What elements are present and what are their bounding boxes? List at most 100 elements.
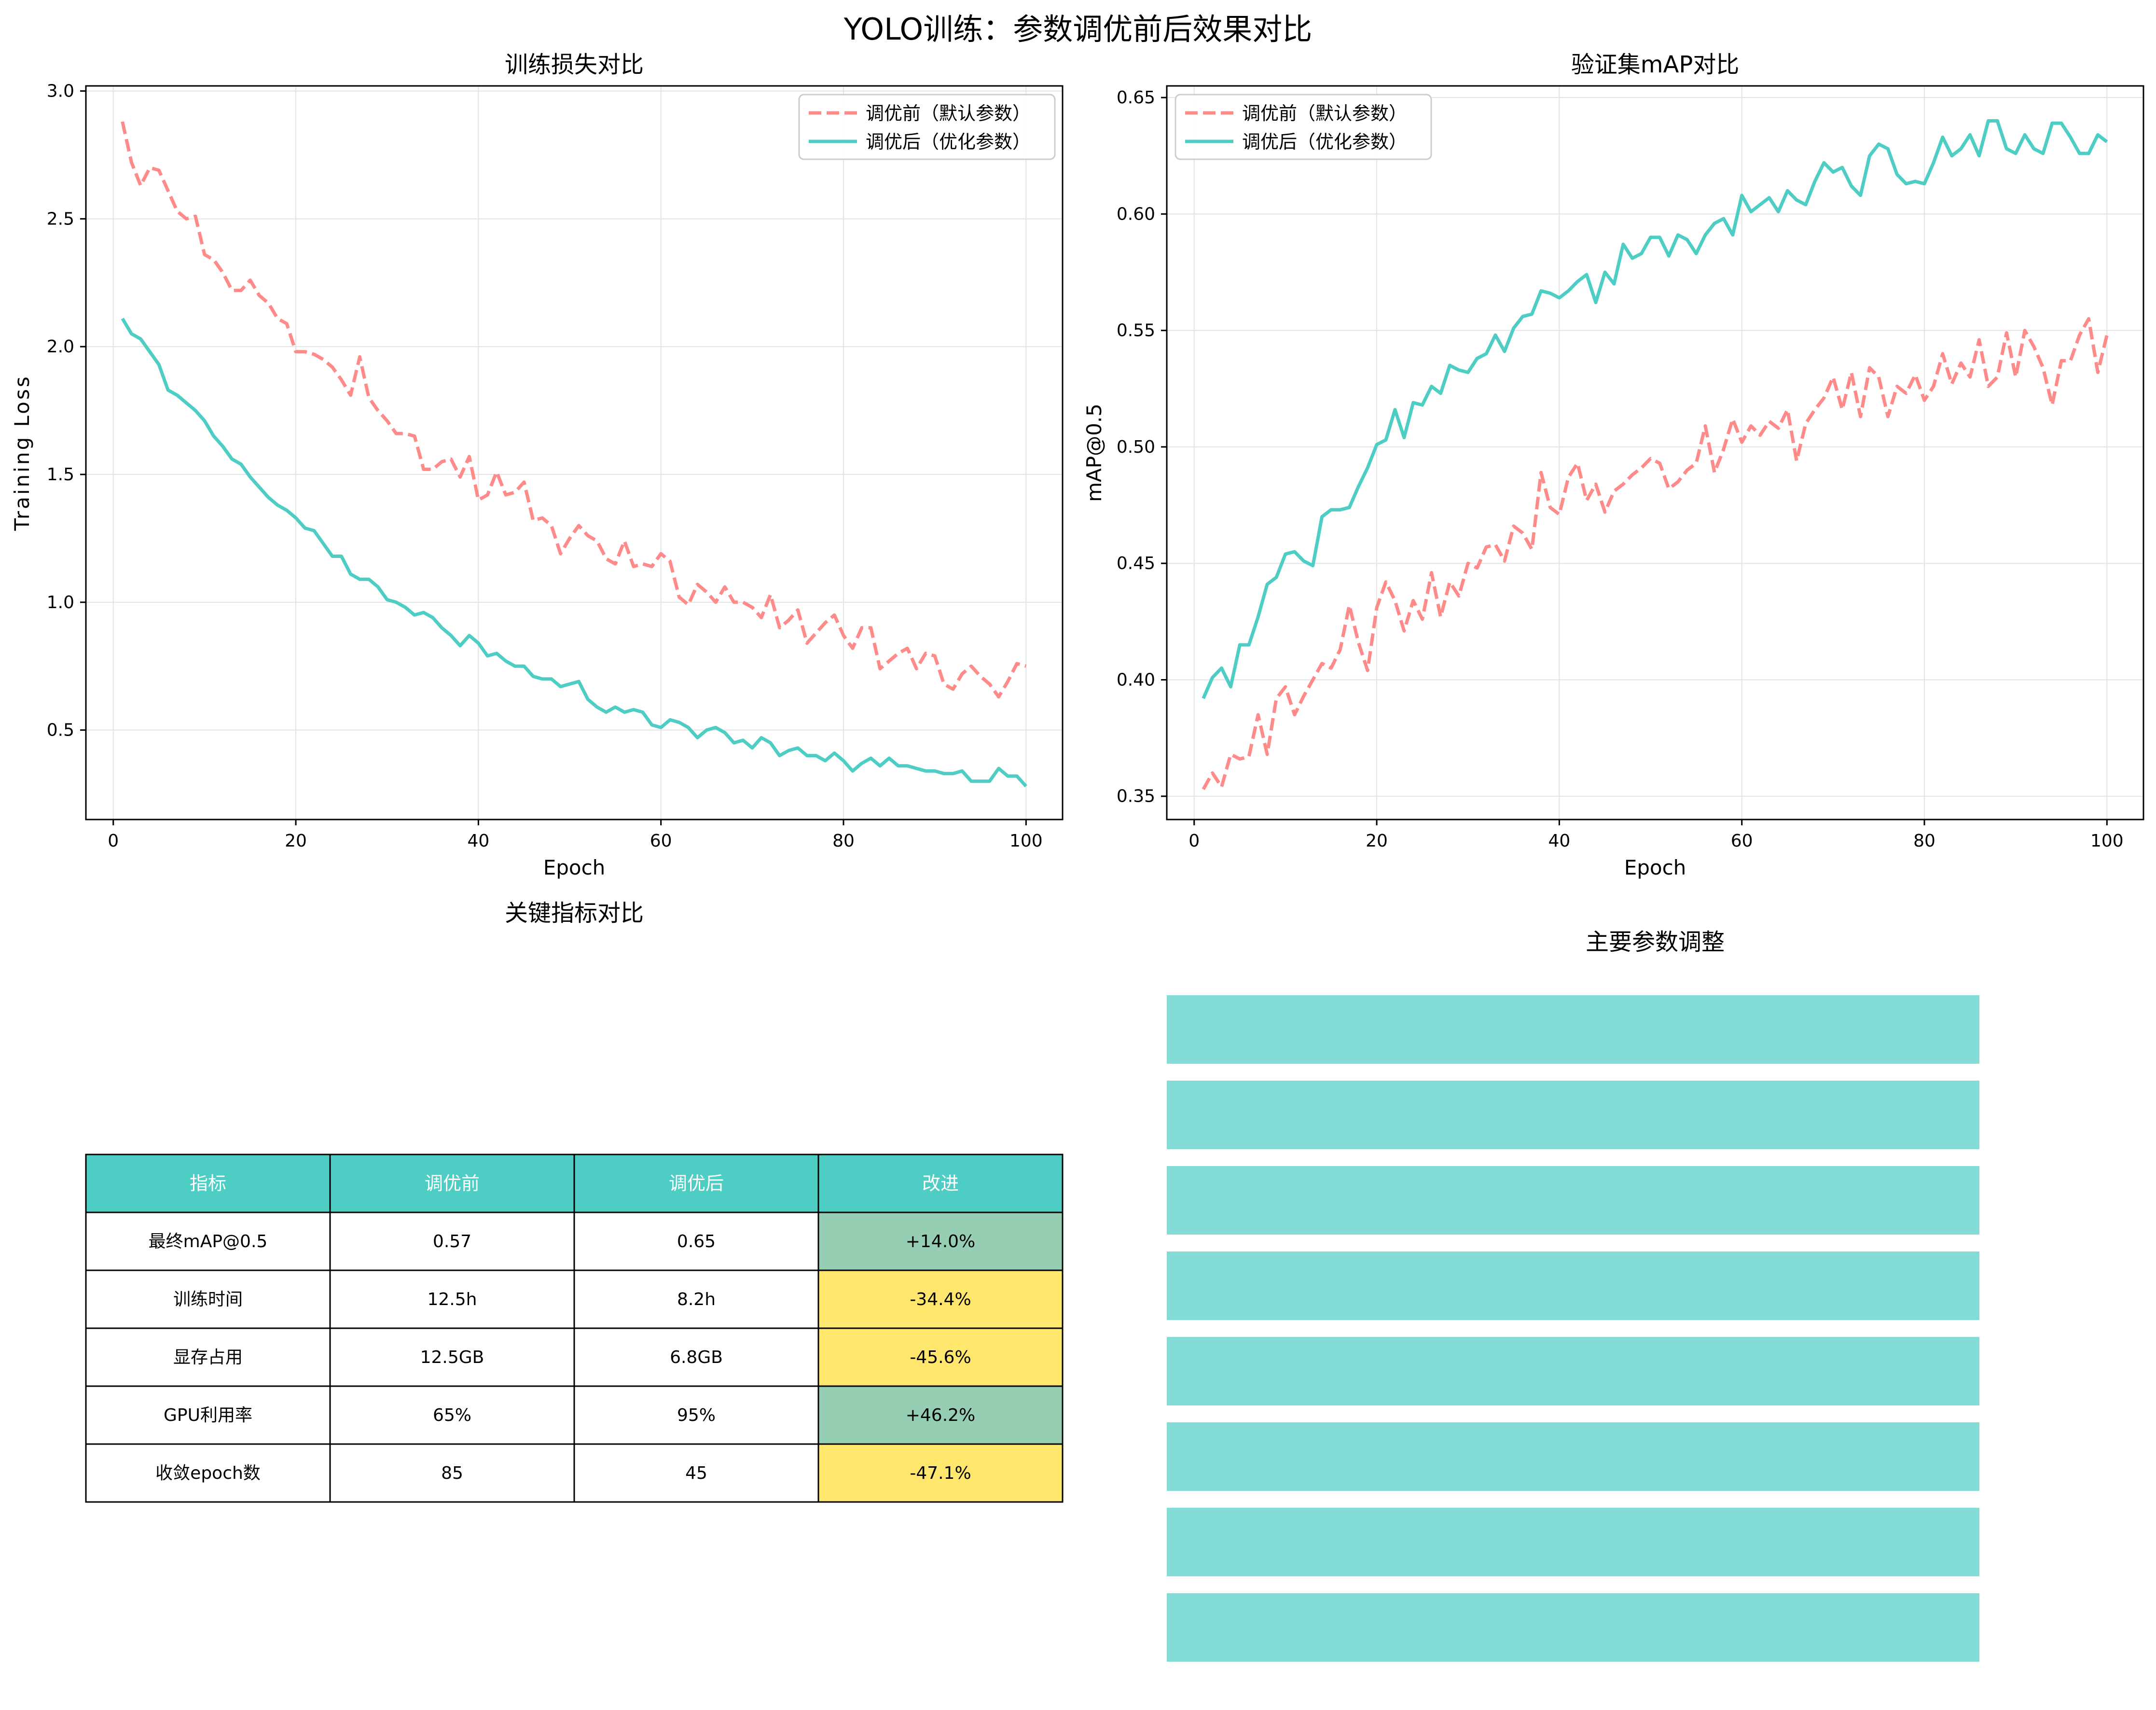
table-cell-value: 训练时间 (173, 1290, 243, 1309)
map-ytick-label: 0.45 (1117, 554, 1155, 573)
table-cell (85, 1443, 331, 1503)
loss-legend-frame (798, 94, 1056, 160)
loss-xtick-label: 100 (1009, 831, 1043, 851)
map-xtick-label: 40 (1548, 831, 1570, 851)
table-cell-value: 显存占用 (173, 1348, 243, 1367)
table-cell-value: +14.0% (906, 1232, 976, 1251)
table-cell-value: 95% (677, 1405, 716, 1425)
table-cell-value: 0.65 (677, 1232, 716, 1251)
map-chart-lines (1202, 119, 2109, 791)
table-cell-value: 0.57 (433, 1232, 471, 1251)
loss-chart-grid (86, 86, 1063, 820)
map-xtick-label: 20 (1366, 831, 1388, 851)
table-cell-value: 45 (685, 1463, 707, 1483)
table-cell (85, 1327, 331, 1387)
param-bar (1167, 1166, 1979, 1235)
table-cell-value: 85 (441, 1463, 463, 1483)
loss-ytick-label: 2.5 (47, 209, 74, 229)
map-chart-grid (1167, 86, 2143, 820)
loss-chart-yticks: 0.5 1.0 1.5 2.0 2.5 3.0 (47, 82, 86, 740)
loss-chart-legend: 调优前（默认参数） 调优后（优化参数） (798, 94, 1056, 160)
loss-legend-before-label: 调优前（默认参数） (866, 103, 1031, 124)
map-chart-xticks: 0 20 40 60 80 100 (1189, 820, 2124, 851)
map-ytick-label: 0.60 (1117, 204, 1155, 224)
map-chart-title: 验证集mAP对比 (1571, 51, 1740, 78)
param-bar (1167, 1081, 1979, 1149)
params-chart-bars (1167, 995, 1979, 1662)
table-cell-value: 12.5GB (420, 1348, 484, 1367)
map-xtick-label: 80 (1913, 831, 1935, 851)
loss-series-before-line (121, 121, 1027, 699)
table-cell (329, 1269, 575, 1329)
table-cell (329, 1385, 575, 1445)
table-cell (817, 1385, 1064, 1445)
table-cell (817, 1269, 1064, 1329)
map-legend-frame (1175, 94, 1432, 160)
params-chart-panel: 主要参数调整 (1167, 929, 1979, 1662)
table-cell (817, 1443, 1064, 1503)
table-header-label: 调优前 (425, 1173, 480, 1194)
map-ytick-label: 0.35 (1117, 787, 1155, 806)
param-bar (1167, 995, 1979, 1064)
loss-xtick-label: 0 (108, 831, 119, 851)
table-cell-value: -47.1% (910, 1463, 971, 1483)
table-header-label: 指标 (190, 1173, 226, 1194)
loss-ytick-label: 0.5 (47, 721, 74, 740)
loss-chart-ylabel: Training Loss (10, 375, 34, 531)
map-ytick-label: 0.65 (1117, 88, 1155, 108)
loss-ytick-label: 2.0 (47, 337, 74, 357)
map-xtick-label: 60 (1731, 831, 1753, 851)
param-bar (1167, 1593, 1979, 1662)
map-chart-legend: 调优前（默认参数） 调优后（优化参数） (1175, 94, 1432, 160)
map-ytick-label: 0.55 (1117, 321, 1155, 341)
table-cell (329, 1443, 575, 1503)
table-cell (85, 1385, 331, 1445)
table-cell (329, 1211, 575, 1271)
table-cell-value: 65% (433, 1405, 471, 1425)
loss-chart-panel: 训练损失对比 0 20 40 60 80 100 0.5 1.0 1.5 2.0 2.5 3.0 E… (10, 51, 1064, 879)
map-chart-yticks: 0.35 0.40 0.45 0.50 0.55 0.60 0.65 (1117, 88, 1167, 806)
table-cell-value: 8.2h (677, 1290, 716, 1309)
table-cell-value: 收敛epoch数 (155, 1463, 261, 1483)
table-header-cell (817, 1154, 1064, 1213)
table-cell (573, 1443, 819, 1503)
map-chart-ylabel: mAP@0.5 (1082, 403, 1106, 502)
table-cell (573, 1327, 819, 1387)
map-legend-before-label: 调优前（默认参数） (1242, 103, 1407, 124)
loss-chart-xlabel: Epoch (543, 856, 606, 879)
loss-xtick-label: 80 (832, 831, 855, 851)
loss-xtick-label: 20 (285, 831, 307, 851)
param-bar (1167, 1422, 1979, 1491)
table-cell (85, 1269, 331, 1329)
param-bar (1167, 1508, 1979, 1576)
table-cell (817, 1211, 1064, 1271)
loss-chart-xticks: 0 20 40 60 80 100 (108, 820, 1043, 851)
table-cell-value: -45.6% (910, 1348, 971, 1367)
table-cell-value: -34.4% (910, 1290, 971, 1309)
map-xtick-label: 100 (2090, 831, 2124, 851)
map-ytick-label: 0.40 (1117, 670, 1155, 690)
loss-xtick-label: 40 (467, 831, 489, 851)
table-cell (329, 1327, 575, 1387)
table-cell (85, 1211, 331, 1271)
table-header-label: 改进 (922, 1173, 959, 1194)
loss-chart-lines (121, 121, 1027, 788)
map-legend-after-label: 调优后（优化参数） (1242, 131, 1407, 153)
map-xtick-label: 0 (1189, 831, 1200, 851)
param-bar (1167, 1251, 1979, 1320)
table-cell-value: GPU利用率 (164, 1405, 252, 1425)
loss-xtick-label: 60 (650, 831, 672, 851)
table-header-cell (573, 1154, 819, 1213)
table-cell-value: +46.2% (906, 1405, 976, 1425)
map-series-before-line (1202, 317, 2109, 791)
table-cell-value: 最终mAP@0.5 (149, 1232, 268, 1251)
map-ytick-label: 0.50 (1117, 437, 1155, 457)
params-chart-title: 主要参数调整 (1586, 929, 1725, 956)
map-chart-frame (1166, 85, 2144, 820)
param-bar (1167, 1337, 1979, 1405)
loss-ytick-label: 3.0 (47, 82, 74, 101)
table-header-label: 调优后 (669, 1173, 724, 1194)
